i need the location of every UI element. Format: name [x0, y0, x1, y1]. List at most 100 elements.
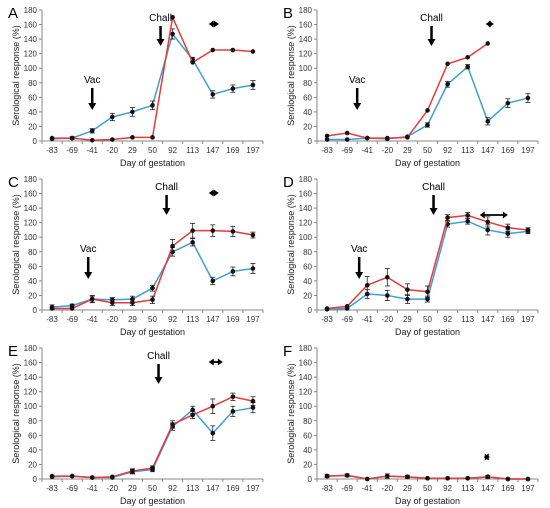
data-point [110, 137, 115, 142]
x-tick-label: -41 [86, 484, 98, 493]
data-point [230, 229, 236, 234]
interval-arrow-head-right [217, 358, 223, 366]
data-point [130, 468, 135, 474]
y-tick-label: 100 [24, 402, 38, 411]
x-tick-label: -83 [46, 146, 58, 155]
panel-label: E [8, 343, 18, 360]
annotation-arrow-head [154, 377, 163, 384]
data-point [190, 60, 195, 65]
x-tick-label: 113 [461, 146, 474, 155]
y-tick-label: 40 [28, 277, 37, 286]
x-tick-label: 197 [246, 484, 260, 493]
data-point [385, 135, 390, 141]
y-axis-label: Serological response (%) [11, 194, 21, 295]
x-tick-label: -20 [382, 315, 394, 324]
y-tick-label: 20 [28, 122, 37, 131]
data-point [170, 31, 175, 37]
y-tick-label: 0 [33, 137, 38, 146]
y-tick-label: 0 [33, 475, 38, 484]
data-point [170, 14, 175, 20]
data-point [385, 274, 390, 280]
x-tick-label: 92 [168, 484, 177, 493]
x-tick-label: 113 [186, 484, 199, 493]
annotation-arrow-head [353, 103, 362, 110]
x-tick-label: 169 [226, 146, 240, 155]
data-point [505, 231, 511, 236]
x-tick-label: -83 [46, 484, 58, 493]
y-tick-label: 120 [24, 50, 38, 59]
data-point [150, 135, 155, 140]
y-tick-label: 80 [28, 79, 37, 88]
data-point [485, 474, 491, 480]
panel-a: A 0 20 40 60 80 100 120 140 160 180 -83 -69 -41 -20 29 5… [8, 5, 264, 168]
data-point [190, 240, 195, 245]
panel-label: B [283, 5, 293, 22]
annotation-arrow-head [162, 208, 171, 215]
y-tick-label: 100 [299, 64, 313, 73]
x-tick-label: 50 [423, 146, 432, 155]
x-tick-label: 113 [461, 484, 474, 493]
x-tick-label: -41 [86, 315, 98, 324]
data-point [465, 55, 470, 60]
x-tick-label: 113 [186, 315, 199, 324]
x-axis-label: Day of gestation [395, 327, 460, 337]
y-tick-label: 0 [308, 475, 313, 484]
y-tick-label: 140 [24, 204, 38, 213]
y-tick-label: 180 [24, 6, 38, 15]
data-point [405, 474, 410, 480]
x-tick-label: 113 [461, 315, 474, 324]
y-tick-label: 180 [24, 344, 38, 353]
x-tick-label: -69 [66, 484, 78, 493]
y-tick-label: 60 [303, 431, 312, 440]
data-point [230, 409, 236, 414]
y-axis-label: Serological response (%) [11, 363, 21, 464]
data-point [425, 122, 430, 128]
data-point [49, 135, 55, 141]
data-point [210, 278, 216, 284]
data-point [250, 266, 256, 271]
y-tick-label: 100 [299, 402, 313, 411]
interval-arrow-head-right [213, 20, 219, 28]
y-tick-label: 180 [299, 344, 313, 353]
annotation-arrow-head [427, 39, 436, 46]
annotation-label: Chall [155, 182, 178, 193]
y-tick-label: 80 [28, 417, 37, 426]
data-point [69, 135, 75, 141]
data-point [405, 296, 410, 302]
y-tick-label: 140 [24, 373, 38, 382]
series-line-2 [326, 42, 489, 139]
data-point [364, 282, 370, 288]
interval-arrow-head-left [208, 20, 214, 28]
data-point [230, 394, 236, 400]
x-tick-label: -83 [321, 484, 333, 493]
x-tick-label: -41 [361, 146, 373, 155]
x-tick-label: -69 [341, 146, 353, 155]
data-point [230, 269, 236, 274]
x-tick-label: 169 [501, 315, 515, 324]
y-tick-label: 20 [28, 460, 37, 469]
x-tick-label: 147 [481, 146, 495, 155]
panel-d: D 0 20 40 60 80 100 120 140 160 180 -83 -69 -41 -20 29 5… [283, 174, 539, 337]
x-tick-label: -83 [46, 315, 58, 324]
y-tick-label: 120 [299, 50, 313, 59]
annotation-label: Chall [422, 182, 445, 193]
annotation-label: Vac [80, 244, 97, 255]
data-point [485, 41, 491, 46]
x-tick-label: 50 [148, 315, 157, 324]
panel-e: E 0 20 40 60 80 100 120 140 160 180 -83 -69 -41 -20 29 5… [8, 343, 264, 506]
x-axis-label: Day of gestation [120, 496, 185, 506]
x-tick-label: 92 [443, 315, 452, 324]
y-tick-label: 80 [303, 248, 312, 257]
x-tick-label: 147 [481, 484, 495, 493]
y-tick-label: 40 [303, 277, 312, 286]
y-tick-label: 60 [303, 93, 312, 102]
x-tick-label: 29 [403, 146, 412, 155]
x-tick-label: 197 [521, 484, 535, 493]
x-tick-label: -20 [107, 146, 119, 155]
data-point [110, 300, 115, 306]
panel-f: F 0 20 40 60 80 100 120 140 160 180 -83 -69 -41 -20 29 5… [283, 343, 539, 506]
annotation-arrow-head [429, 208, 438, 215]
x-tick-label: 92 [168, 146, 177, 155]
panel-label: C [8, 174, 19, 191]
